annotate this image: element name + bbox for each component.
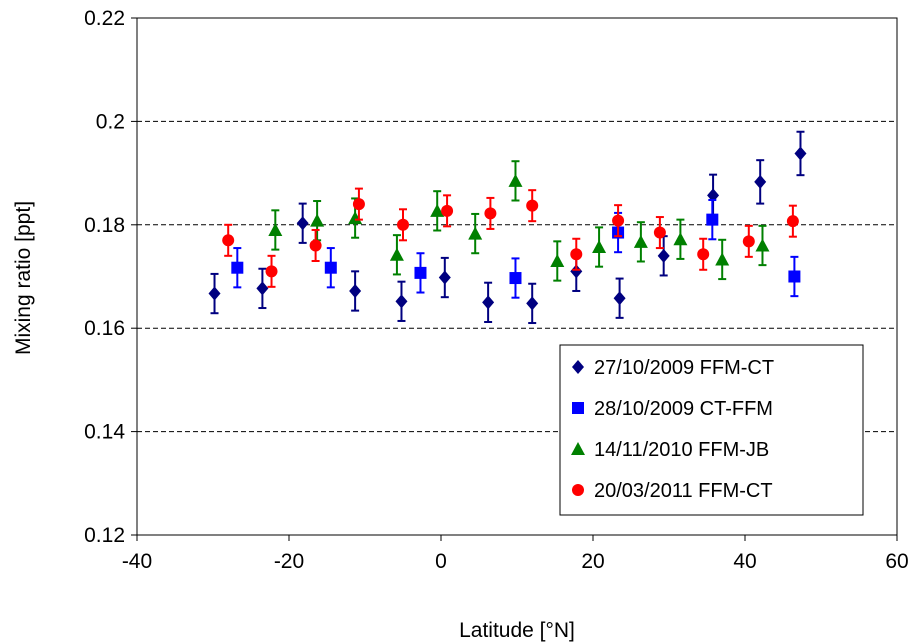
y-tick-label: 0.16	[84, 317, 125, 340]
data-point	[231, 261, 244, 274]
x-tick-label: -40	[122, 550, 152, 573]
data-point	[707, 188, 720, 203]
data-point	[395, 294, 408, 309]
data-point	[657, 248, 670, 263]
data-point	[526, 296, 539, 311]
x-tick-label: 40	[733, 550, 756, 573]
legend: 27/10/2009 FFM-CT 28/10/2009 CT-FFM 14/11/…	[559, 344, 864, 516]
data-point	[309, 239, 322, 252]
data-point	[794, 146, 807, 161]
y-axis-title: Mixing ratio [ppt]	[12, 201, 35, 355]
data-point	[508, 173, 523, 187]
data-point	[397, 218, 409, 231]
data-point	[208, 286, 221, 301]
data-point	[633, 234, 648, 248]
y-tick-label: 0.14	[84, 421, 125, 444]
data-point	[742, 235, 755, 248]
data-point	[265, 265, 278, 278]
data-point	[653, 226, 666, 239]
x-tick-label: 20	[581, 550, 604, 573]
x-tick-label: -20	[274, 550, 304, 573]
legend-marker	[572, 484, 584, 496]
data-point	[570, 248, 583, 261]
data-point	[468, 226, 483, 240]
data-point	[673, 232, 688, 246]
data-point	[754, 174, 767, 189]
data-point	[570, 264, 583, 279]
y-tick-label: 0.22	[84, 7, 125, 30]
marks-layer	[208, 130, 807, 325]
data-point	[389, 247, 404, 261]
data-point	[612, 214, 625, 227]
data-point	[348, 211, 363, 225]
data-point	[349, 283, 362, 298]
y-tick-label: 0.18	[84, 214, 125, 237]
data-point	[526, 199, 539, 212]
legend-label: 27/10/2009 FFM-CT	[594, 357, 774, 379]
data-point	[484, 207, 497, 220]
data-point	[697, 248, 710, 261]
data-point	[222, 234, 235, 247]
data-point	[755, 238, 770, 252]
series-circle	[222, 187, 799, 288]
data-point	[613, 291, 626, 306]
series-triangle	[268, 160, 770, 282]
data-point	[430, 203, 445, 217]
data-point	[788, 270, 801, 283]
data-point	[550, 253, 565, 267]
data-point	[482, 295, 495, 310]
y-tick-label: 0.2	[96, 110, 125, 133]
data-point	[296, 216, 309, 231]
legend-box	[559, 344, 864, 516]
x-tick-label: 60	[885, 550, 908, 573]
data-point	[441, 204, 454, 217]
data-point	[310, 213, 325, 227]
axis-layer: 0.12 0.14 0.16 0.18 0.2 0.22 -40 -20 0 20 40 60	[84, 7, 909, 573]
data-point	[352, 198, 365, 211]
data-point	[414, 266, 427, 279]
data-point	[256, 281, 269, 296]
legend-marker	[572, 360, 584, 374]
data-point	[438, 270, 451, 285]
y-tick-label: 0.12	[84, 524, 125, 547]
data-point	[786, 215, 799, 228]
legend-label: 14/11/2010 FFM-JB	[594, 439, 769, 461]
data-point	[715, 252, 730, 266]
series-diamond	[208, 130, 807, 325]
legend-label: 28/10/2009 CT-FFM	[594, 398, 773, 420]
x-tick-label: 0	[435, 550, 447, 573]
data-point	[706, 213, 719, 226]
legend-label: 20/03/2011 FFM-CT	[594, 480, 773, 502]
data-point	[592, 240, 607, 254]
legend-marker	[572, 402, 584, 414]
data-point	[268, 222, 283, 236]
plot-frame	[136, 17, 898, 536]
data-point	[509, 272, 522, 285]
data-point	[324, 261, 337, 274]
legend-marker	[571, 442, 585, 455]
x-axis-title: Latitude [°N]	[459, 619, 575, 642]
